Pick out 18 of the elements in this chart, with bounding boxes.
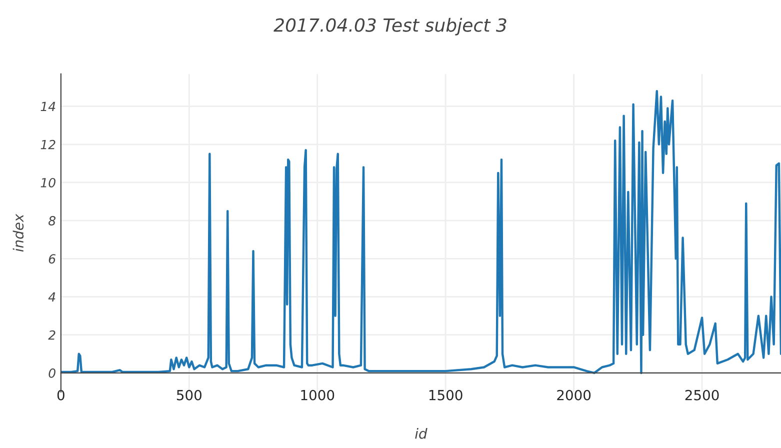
y-tick-label: 0	[48, 368, 56, 378]
x-tick-label: 1500	[429, 390, 462, 400]
x-tick-label: 2000	[557, 390, 591, 400]
x-tick-label: 0	[57, 390, 64, 400]
x-tick-label: 2500	[685, 390, 719, 400]
y-axis-title: index	[12, 214, 24, 252]
y-tick-label: 4	[48, 292, 56, 302]
y-tick-label: 6	[48, 254, 56, 264]
line-series	[60, 90, 781, 374]
y-tick-label: 12	[40, 140, 56, 150]
x-axis-title: id	[415, 428, 428, 439]
x-tick-label: 500	[176, 390, 202, 400]
y-tick-label: 8	[48, 216, 56, 226]
chart-title: 2017.04.03 Test subject 3	[274, 18, 506, 36]
y-tick-label: 10	[40, 178, 56, 188]
y-tick-label: 2	[48, 330, 56, 340]
x-tick-label: 1000	[301, 390, 334, 400]
y-tick-label: 14	[40, 102, 56, 112]
